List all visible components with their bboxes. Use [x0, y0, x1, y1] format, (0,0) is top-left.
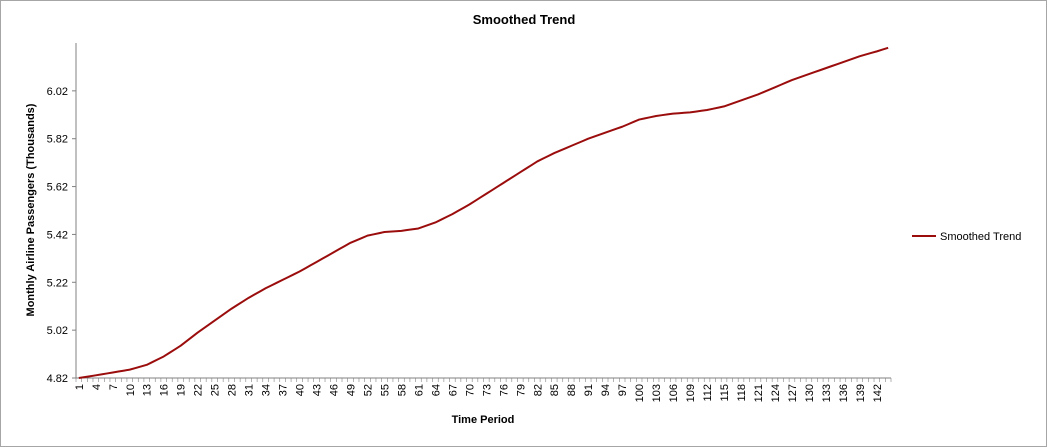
x-tick-label: 28 — [227, 384, 239, 396]
x-tick-label: 34 — [261, 384, 273, 396]
x-tick-label: 22 — [193, 384, 205, 396]
x-tick-label: 127 — [787, 384, 799, 402]
x-tick-label: 10 — [125, 384, 137, 396]
x-tick-label: 94 — [600, 384, 612, 396]
x-tick-label: 142 — [872, 384, 884, 402]
y-axis-title: Monthly Airline Passengers (Thousands) — [25, 103, 37, 316]
x-tick-label: 40 — [295, 384, 307, 396]
chart-title: Smoothed Trend — [473, 12, 576, 27]
y-tick-label: 5.42 — [47, 229, 68, 241]
y-tick-label: 4.82 — [47, 373, 68, 385]
y-tick-label: 5.82 — [47, 134, 68, 146]
series-line-smoothed-trend — [78, 46, 889, 379]
x-tick-label: 19 — [176, 384, 188, 396]
y-tick-label: 5.62 — [47, 182, 68, 194]
x-tick-label: 79 — [515, 384, 527, 396]
x-tick-label: 109 — [685, 384, 697, 402]
x-tick-label: 103 — [651, 384, 663, 402]
x-tick-label: 112 — [702, 384, 714, 402]
x-tick-label: 31 — [244, 384, 256, 396]
x-tick-label: 106 — [668, 384, 680, 402]
x-tick-label: 13 — [142, 384, 154, 396]
x-axis-title: Time Period — [452, 414, 515, 426]
x-tick-label: 115 — [719, 384, 731, 402]
y-tick-label: 5.22 — [47, 277, 68, 289]
x-axis-ticks: 1 4 7 10 13 16 19 22 25 28 31 34 37 40 43 46 49 52 55 58 61 6… — [74, 378, 892, 402]
x-tick-label: 46 — [329, 384, 341, 396]
x-tick-label: 124 — [770, 384, 782, 402]
legend-label: Smoothed Trend — [940, 231, 1021, 243]
x-tick-label: 1 — [74, 384, 86, 390]
x-tick-label: 4 — [91, 384, 103, 390]
x-tick-label: 121 — [753, 384, 765, 402]
x-tick-label: 16 — [159, 384, 171, 396]
x-tick-label: 85 — [549, 384, 561, 396]
x-tick-label: 136 — [838, 384, 850, 402]
x-tick-label: 67 — [447, 384, 459, 396]
x-tick-label: 88 — [566, 384, 578, 396]
x-tick-label: 82 — [532, 384, 544, 396]
x-tick-label: 100 — [634, 384, 646, 402]
y-tick-label: 6.02 — [47, 86, 68, 98]
x-tick-label: 58 — [396, 384, 408, 396]
x-tick-label: 76 — [498, 384, 510, 396]
x-tick-label: 37 — [278, 384, 290, 396]
x-tick-label: 64 — [430, 384, 442, 396]
x-tick-label: 55 — [379, 384, 391, 396]
x-tick-label: 133 — [821, 384, 833, 402]
x-tick-label: 49 — [345, 384, 357, 396]
x-tick-label: 130 — [804, 384, 816, 402]
x-tick-label: 91 — [583, 384, 595, 396]
x-tick-label: 7 — [108, 384, 120, 390]
x-tick-label: 25 — [210, 384, 222, 396]
x-tick-label: 52 — [362, 384, 374, 396]
x-tick-label: 70 — [464, 384, 476, 396]
y-tick-label: 5.02 — [47, 325, 68, 337]
legend: Smoothed Trend — [912, 231, 1021, 243]
x-tick-label: 139 — [855, 384, 867, 402]
x-tick-label: 61 — [413, 384, 425, 396]
x-tick-label: 73 — [481, 384, 493, 396]
x-tick-label: 97 — [617, 384, 629, 396]
y-axis-ticks: 4.82 5.02 5.22 5.42 5.62 5.82 6.02 — [47, 86, 76, 385]
x-tick-label: 43 — [312, 384, 324, 396]
x-tick-label: 118 — [736, 384, 748, 402]
